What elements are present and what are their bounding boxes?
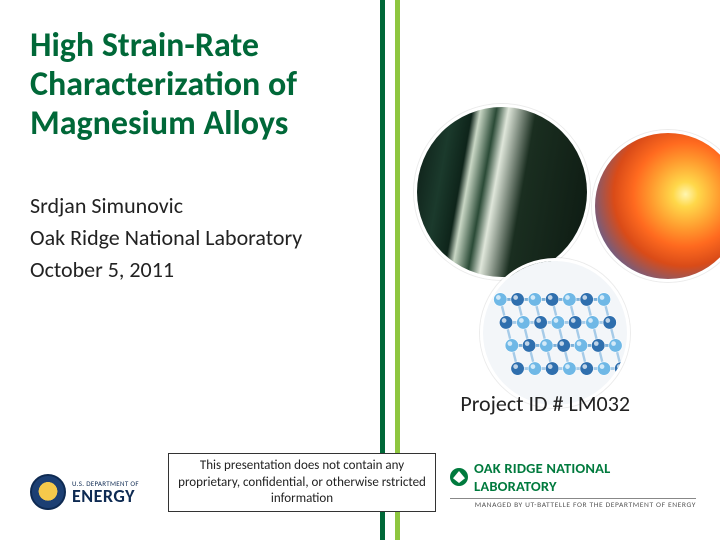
doe-energy-word: ENERGY [72, 487, 139, 505]
ornl-logo: OAK RIDGE NATIONAL LABORATORY MANAGED BY… [450, 459, 696, 510]
ornl-subtext: MANAGED BY UT-BATTELLE FOR THE DEPARTMEN… [450, 498, 696, 510]
slide-title: High Strain-Rate Characterization of Mag… [30, 26, 390, 143]
doe-energy-logo: U.S. DEPARTMENT OF ENERGY [30, 474, 139, 510]
presentation-date: October 5, 2011 [30, 254, 302, 286]
author-block: Srdjan Simunovic Oak Ridge National Labo… [30, 190, 302, 286]
decorative-circle-lattice [480, 258, 630, 408]
molecular-lattice-icon [483, 261, 627, 405]
project-id: Project ID # LM032 [460, 390, 630, 417]
ornl-leaf-icon [450, 468, 468, 486]
disclaimer-box: This presentation does not contain any p… [168, 453, 436, 512]
doe-seal-icon [30, 474, 66, 510]
author-name: Srdjan Simunovic [30, 190, 302, 222]
decorative-circle-servers [414, 104, 590, 280]
author-org: Oak Ridge National Laboratory [30, 222, 302, 254]
decorative-circle-sunset [592, 130, 720, 282]
ornl-name: OAK RIDGE NATIONAL LABORATORY [474, 459, 696, 495]
